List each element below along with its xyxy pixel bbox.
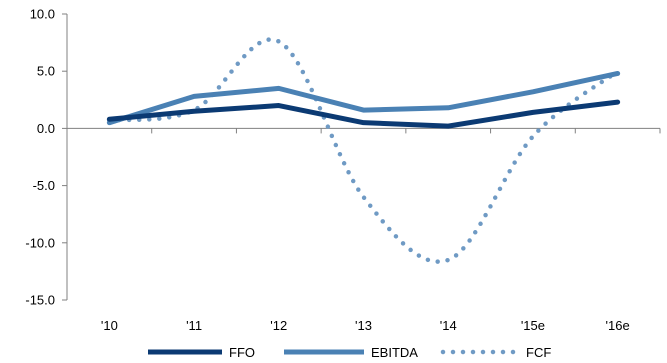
y-tick-label: 5.0 bbox=[37, 64, 55, 79]
legend: FFO EBITDA FCF bbox=[148, 345, 551, 360]
x-tick-label: '13 bbox=[355, 318, 372, 333]
axes: 10.0 5.0 0.0 -5.0 -10.0 -15.0 '10 '11 '12 '13 '14 '… bbox=[25, 7, 661, 333]
legend-label-ffo: FFO bbox=[229, 345, 255, 360]
x-tick-label: '11 bbox=[186, 318, 202, 333]
series-line-fcf bbox=[107, 37, 620, 264]
y-tick-label: -15.0 bbox=[25, 293, 55, 308]
series-line-ffo bbox=[106, 99, 621, 129]
x-tick-label: '14 bbox=[440, 318, 457, 333]
legend-label-fcf: FCF bbox=[526, 345, 551, 360]
series-line-ebitda bbox=[106, 70, 621, 126]
series-layer bbox=[106, 37, 621, 264]
y-tick-label: -5.0 bbox=[33, 178, 55, 193]
x-tick-label: '16e bbox=[606, 318, 630, 333]
legend-label-ebitda: EBITDA bbox=[371, 345, 418, 360]
y-tick-label: 10.0 bbox=[30, 7, 55, 22]
x-tick-label: '15e bbox=[521, 318, 545, 333]
y-tick-label: -10.0 bbox=[25, 235, 55, 250]
x-tick-label: '10 bbox=[101, 318, 118, 333]
x-tick-label: '12 bbox=[270, 318, 287, 333]
y-tick-label: 0.0 bbox=[37, 121, 55, 136]
